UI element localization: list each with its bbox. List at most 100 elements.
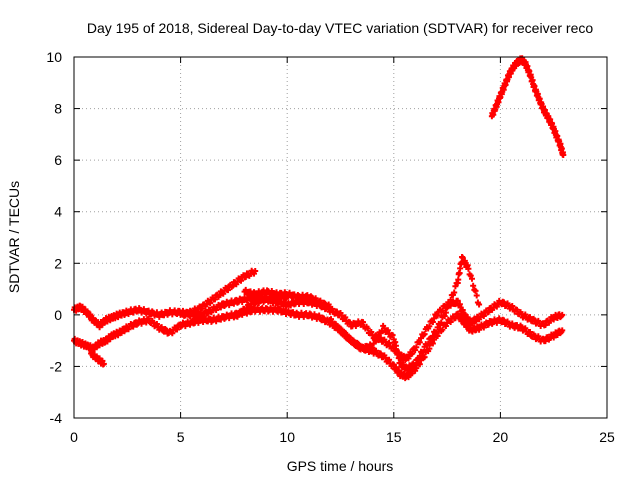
data-point	[247, 304, 254, 311]
data-point	[480, 324, 487, 331]
data-point	[130, 309, 137, 316]
data-point	[439, 326, 446, 333]
data-point	[446, 302, 453, 309]
data-point	[428, 336, 435, 343]
data-point	[284, 293, 291, 300]
data-point	[341, 328, 348, 335]
data-point	[217, 304, 224, 311]
data-point	[470, 282, 477, 289]
data-point	[439, 307, 446, 314]
y-tick-label: -2	[50, 358, 63, 374]
data-point	[211, 296, 218, 303]
data-point	[429, 319, 436, 326]
data-point	[500, 317, 507, 324]
data-point	[421, 354, 428, 361]
data-point	[416, 339, 423, 346]
data-point	[332, 321, 339, 328]
data-point	[522, 311, 529, 318]
data-point	[542, 338, 549, 345]
data-point	[416, 352, 423, 359]
data-point	[493, 303, 500, 310]
data-point	[316, 312, 323, 319]
data-point	[224, 287, 231, 294]
data-point	[381, 325, 388, 332]
data-point	[447, 319, 454, 326]
series-track-e	[326, 254, 483, 374]
data-point	[421, 331, 428, 338]
data-point	[373, 347, 380, 354]
data-point	[342, 314, 349, 321]
data-point	[467, 272, 474, 279]
x-tick-label: 15	[386, 429, 402, 445]
data-point	[513, 306, 520, 313]
data-point	[434, 312, 441, 319]
data-point	[472, 287, 479, 294]
series-track-h	[488, 55, 567, 158]
y-tick-label: 0	[54, 307, 62, 323]
x-tick-label: 5	[177, 429, 185, 445]
data-point	[326, 304, 333, 311]
data-point	[364, 325, 371, 332]
data-point	[239, 309, 246, 316]
data-point	[337, 326, 344, 333]
data-point	[287, 302, 294, 309]
data-point	[345, 333, 352, 340]
data-point	[476, 301, 483, 308]
chart-title: Day 195 of 2018, Sidereal Day-to-day VTE…	[87, 20, 593, 36]
data-point	[447, 296, 454, 303]
data-point	[527, 329, 534, 336]
data-point	[320, 315, 327, 322]
y-tick-label: 8	[54, 101, 62, 117]
data-point	[243, 297, 250, 304]
data-point	[415, 356, 422, 363]
data-point	[480, 312, 487, 319]
data-point	[328, 316, 335, 323]
data-point	[425, 340, 432, 347]
data-point	[370, 340, 377, 347]
data-point	[216, 292, 223, 299]
data-point	[350, 338, 357, 345]
data-point	[452, 283, 459, 290]
data-point	[426, 345, 433, 352]
data-point	[230, 300, 237, 307]
data-point	[418, 335, 425, 342]
data-point	[542, 322, 549, 329]
data-point	[426, 323, 433, 330]
data-point	[559, 311, 566, 318]
data-point	[368, 329, 375, 336]
data-point	[145, 315, 152, 322]
data-point	[153, 320, 160, 327]
x-tick-label: 25	[599, 429, 615, 445]
data-point	[413, 344, 420, 351]
data-point	[229, 282, 236, 289]
data-point	[181, 312, 188, 319]
data-point	[500, 299, 507, 306]
data-point	[207, 300, 214, 307]
y-axis-label: SDTVAR / TECUs	[6, 181, 22, 293]
data-point	[198, 305, 205, 312]
data-point	[451, 289, 458, 296]
data-layer	[71, 55, 567, 382]
data-point	[317, 297, 324, 304]
data-point	[386, 356, 393, 363]
data-point	[468, 275, 475, 282]
x-tick-label: 20	[493, 429, 509, 445]
data-point	[369, 344, 376, 351]
y-tick-label: 2	[54, 255, 62, 271]
x-tick-label: 0	[70, 429, 78, 445]
data-point	[234, 313, 241, 320]
data-point	[174, 326, 181, 333]
y-tick-label: 6	[54, 152, 62, 168]
data-point	[433, 329, 440, 336]
grid-layer	[74, 57, 607, 418]
x-tick-label: 10	[279, 429, 295, 445]
data-point	[252, 268, 259, 275]
data-point	[220, 290, 227, 297]
x-axis-label: GPS time / hours	[287, 458, 394, 474]
data-point	[386, 339, 393, 346]
data-point	[360, 319, 367, 326]
data-point	[204, 310, 211, 317]
data-point	[527, 314, 534, 321]
data-point	[560, 151, 567, 158]
